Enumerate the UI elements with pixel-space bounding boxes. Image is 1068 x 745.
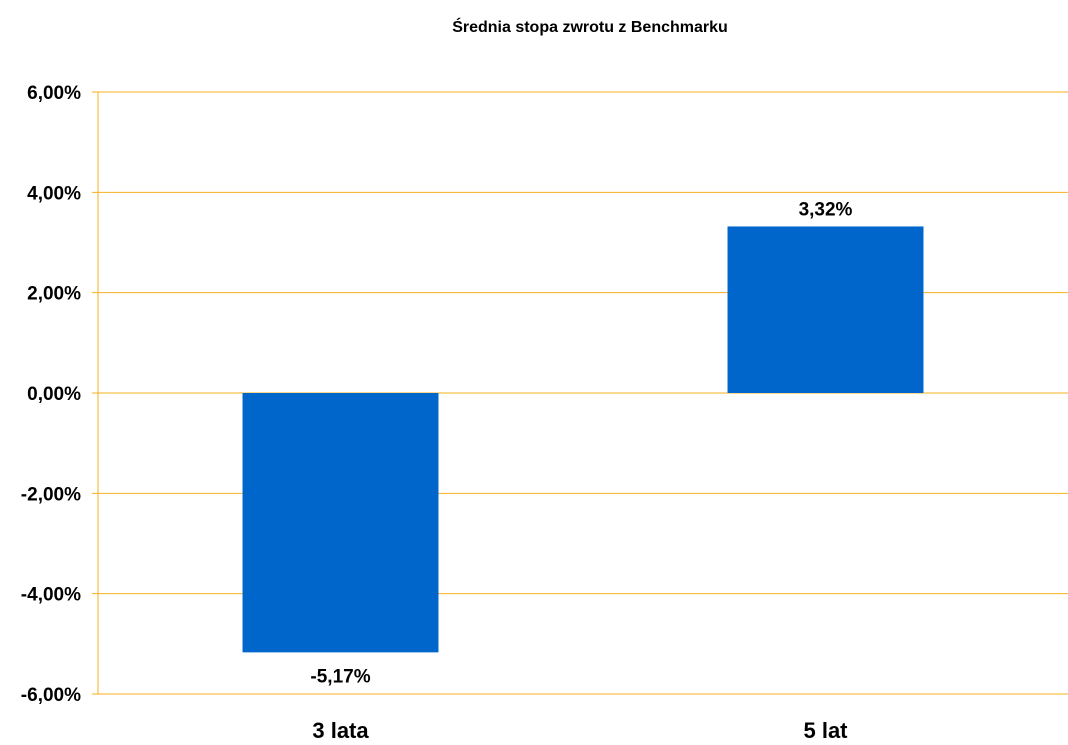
bars xyxy=(242,226,924,653)
y-tick-label: -2,00% xyxy=(21,484,81,505)
bar-2 xyxy=(727,226,924,393)
y-axis-ticks: 6,00% 4,00% 2,00% 0,00% -2,00% -4,00% -6,00% xyxy=(21,83,81,706)
y-tick-label: -4,00% xyxy=(21,585,81,606)
data-label: -5,17% xyxy=(310,666,370,687)
data-labels: -5,17% 3,32% xyxy=(310,199,852,687)
x-category-label: 5 lat xyxy=(803,718,848,743)
y-tick-label: 0,00% xyxy=(27,384,81,405)
chart-title: Średnia stopa zwrotu z Benchmarku xyxy=(452,17,728,36)
x-axis-categories: 3 lata 5 lat xyxy=(312,718,848,743)
bar-1 xyxy=(242,393,439,653)
y-tick-label: 6,00% xyxy=(27,83,81,104)
data-label: 3,32% xyxy=(799,199,853,220)
x-category-label: 3 lata xyxy=(312,718,369,743)
y-tick-label: 4,00% xyxy=(27,183,81,204)
y-tick-label: 2,00% xyxy=(27,284,81,305)
y-tick-label: -6,00% xyxy=(21,685,81,706)
